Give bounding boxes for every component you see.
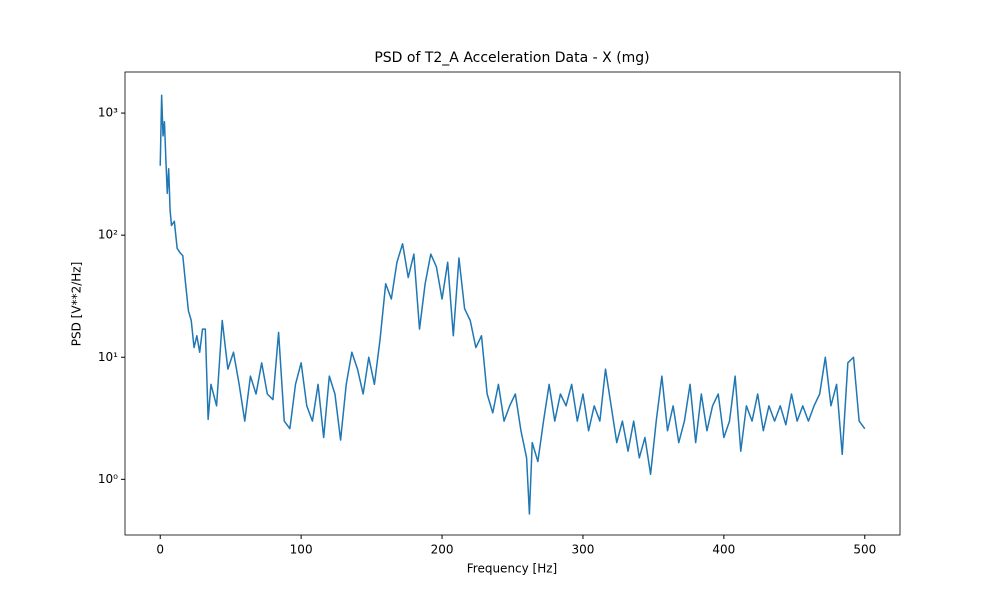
x-tick-label: 400 (712, 543, 735, 557)
x-axis-label: Frequency [Hz] (467, 562, 558, 576)
chart-title: PSD of T2_A Acceleration Data - X (mg) (374, 50, 649, 66)
x-tick-label: 500 (853, 543, 876, 557)
data-line (159, 94, 866, 515)
x-tick-label: 0 (156, 543, 164, 557)
y-axis-label: PSD [V**2/Hz] (70, 262, 84, 346)
y-tick-label: 10¹ (98, 350, 118, 364)
y-tick-label: 10² (98, 228, 118, 242)
y-tick-label: 10³ (98, 106, 118, 120)
x-tick-label: 300 (572, 543, 595, 557)
y-tick-label: 10⁰ (98, 472, 118, 486)
plot-frame (124, 71, 901, 536)
x-tick-label: 200 (431, 543, 454, 557)
x-tick-label: 100 (290, 543, 313, 557)
